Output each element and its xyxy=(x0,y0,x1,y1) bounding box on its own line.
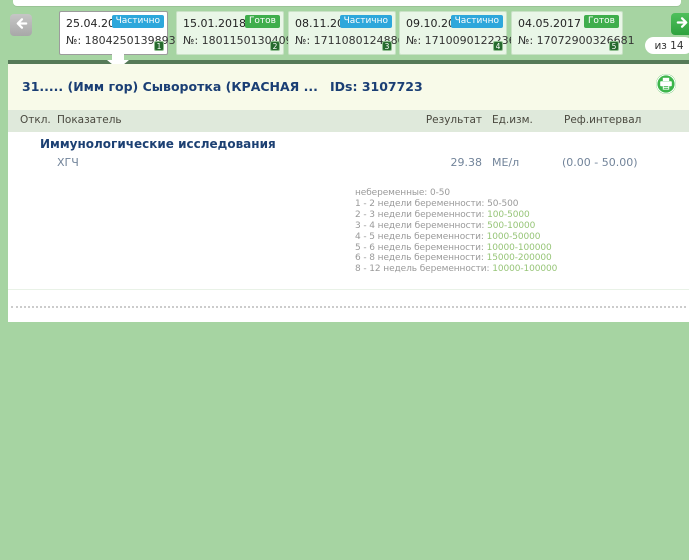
note-line: 2 - 3 недели беременности: 100-5000 xyxy=(355,209,530,220)
reference-notes: небеременные: 0-50 1 - 2 недели беременн… xyxy=(355,188,557,275)
results-table-body: Иммунологические исследования ХГЧ 29.38 … xyxy=(8,132,689,322)
note-line: 4 - 5 недель беременности: 1000-50000 xyxy=(355,231,541,242)
prev-page-button[interactable] xyxy=(10,14,32,36)
tab-date: 04.05.2017 xyxy=(518,17,581,30)
tab-order-5[interactable]: 04.05.2017 Готов №: 17072900326681 5 xyxy=(511,11,635,55)
selected-tab-pointer xyxy=(112,52,124,61)
status-badge: Частично xyxy=(339,15,392,28)
right-arrow-icon xyxy=(675,15,689,34)
note-line: 6 - 8 недель беременности: 15000-200000 xyxy=(355,253,552,264)
printer-icon xyxy=(656,74,676,94)
note-line: 8 - 12 недель беременности: 10000-100000 xyxy=(355,264,558,275)
analyte-ref-interval: (0.00 - 50.00) xyxy=(562,156,638,169)
analyte-result: 29.38 xyxy=(450,156,483,169)
tab-order-3[interactable]: 08.11.2017 Частично №: 17110801248862 3 xyxy=(288,11,412,55)
dashed-separator xyxy=(11,306,686,308)
status-badge: Готов xyxy=(244,15,280,28)
col-unit: Ед.изм. xyxy=(492,114,533,126)
status-badge: Готов xyxy=(583,15,619,28)
order-title: 31..... (Имм гор) Сыворотка (КРАСНАЯ ... xyxy=(22,79,318,94)
status-badge: Частично xyxy=(450,15,503,28)
previous-row-edge xyxy=(13,0,681,6)
tab-order-4[interactable]: 09.10.2017 Частично №: 17100901222366 4 xyxy=(399,11,523,55)
next-page-button[interactable] xyxy=(671,13,689,35)
col-ref-interval: Реф.интервал xyxy=(564,114,642,126)
section-title: Иммунологические исследования xyxy=(40,137,276,151)
analyte-name: ХГЧ xyxy=(57,156,79,169)
col-indicator: Показатель xyxy=(57,114,122,126)
tab-order-2[interactable]: 15.01.2018 Готов №: 18011501304095 2 xyxy=(176,11,300,55)
tab-order-number: №: 18042501398933 xyxy=(66,34,183,47)
col-deviation: Откл. xyxy=(20,114,51,126)
results-table-header: Откл. Показатель Результат Ед.изм. Реф.и… xyxy=(8,110,689,132)
tab-index-badge: 4 xyxy=(493,41,503,51)
note-line: 3 - 4 недели беременности: 500-10000 xyxy=(355,220,536,231)
tab-date: 15.01.2018 xyxy=(183,17,246,30)
tab-index-badge: 5 xyxy=(609,41,619,51)
note-line: 1 - 2 недели беременности: 50-500 xyxy=(355,198,519,209)
col-result: Результат xyxy=(425,114,482,126)
print-button[interactable] xyxy=(655,73,677,95)
note-line: небеременные: 0-50 xyxy=(355,188,451,198)
tab-order-1[interactable]: 25.04.2018 Частично №: 18042501398933 1 xyxy=(59,11,183,55)
tab-order-number: №: 17110801248862 xyxy=(295,34,412,47)
page-counter: из 14 xyxy=(645,37,689,54)
tabs-divider xyxy=(8,60,689,64)
tab-order-number: №: 17100901222366 xyxy=(406,34,523,47)
result-panel-header: 31..... (Имм гор) Сыворотка (КРАСНАЯ ...… xyxy=(8,64,689,110)
row-separator xyxy=(8,289,689,290)
note-line: 5 - 6 недель беременности: 10000-100000 xyxy=(355,242,552,253)
tab-index-badge: 2 xyxy=(270,41,280,51)
tab-index-badge: 1 xyxy=(154,41,164,51)
status-badge: Частично xyxy=(111,15,164,28)
order-ids: IDs: 3107723 xyxy=(330,79,423,94)
tab-index-badge: 3 xyxy=(382,41,392,51)
result-panel: 31..... (Имм гор) Сыворотка (КРАСНАЯ ...… xyxy=(8,64,689,322)
analyte-unit: МЕ/л xyxy=(492,156,520,169)
left-arrow-icon xyxy=(14,16,29,35)
tab-order-number: №: 17072900326681 xyxy=(518,34,635,47)
tab-order-number: №: 18011501304095 xyxy=(183,34,300,47)
